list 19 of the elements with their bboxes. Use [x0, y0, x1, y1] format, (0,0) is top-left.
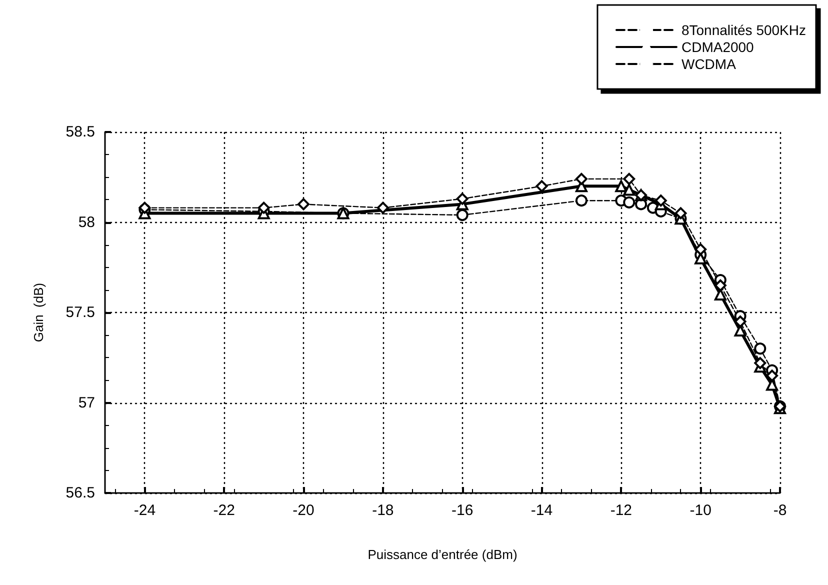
y-tick-label: 58.5	[66, 124, 95, 140]
x-tick-label: -8	[773, 502, 787, 519]
legend-label: CDMA2000	[681, 39, 754, 55]
x-tick-label: -20	[292, 502, 314, 519]
x-axis-title: Puissance d’entrée (dBm)	[368, 547, 518, 562]
x-tick-label: -22	[213, 502, 235, 519]
x-tick-label: -12	[610, 502, 632, 519]
y-tick-label: 56.5	[66, 484, 95, 502]
y-tick-label: 57.5	[66, 304, 95, 321]
y-tick-label: 58	[78, 214, 95, 231]
x-tick-label: -18	[372, 502, 394, 519]
x-tick-label: -24	[134, 502, 156, 519]
y-tick-label: 57	[78, 394, 95, 412]
x-tick-label: -16	[452, 502, 474, 519]
y-axis-title: Gain (dB)	[31, 282, 46, 342]
legend-label: 8Tonnalités 500KHz	[681, 22, 806, 38]
x-tick-label: -14	[530, 502, 553, 519]
legend-label: WCDMA	[681, 56, 737, 72]
x-tick-label: -10	[690, 502, 712, 519]
